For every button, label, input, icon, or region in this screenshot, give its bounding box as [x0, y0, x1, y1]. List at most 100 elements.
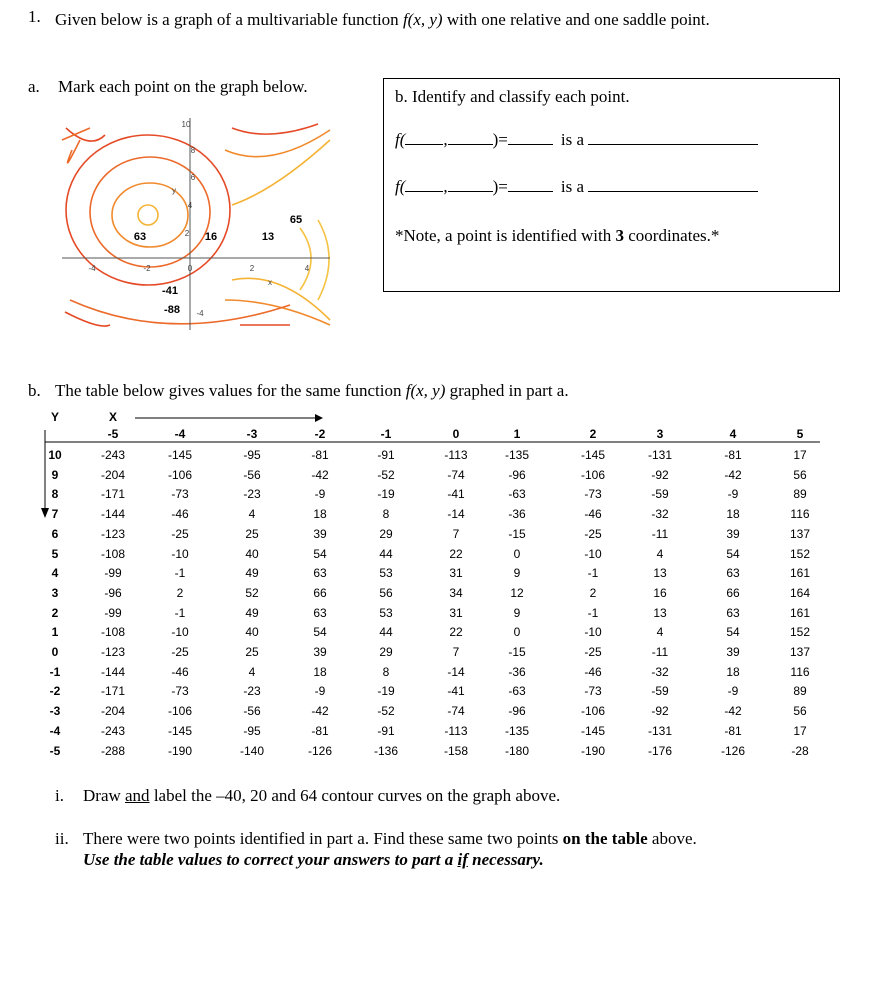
table-cell: 161 — [789, 605, 811, 620]
table-cell: 116 — [790, 507, 810, 522]
table-cell: -96 — [508, 704, 526, 719]
table-cell: 4 — [248, 507, 256, 522]
item-text: There were two points identified in part… — [83, 829, 697, 849]
table-cell: -32 — [651, 664, 669, 679]
contour-label: 65 — [290, 214, 302, 226]
contour-label: -41 — [162, 285, 178, 297]
table-cell: 12 — [510, 585, 524, 600]
table-cell: -108 — [100, 625, 126, 640]
contour — [61, 127, 91, 164]
table-cell: 89 — [793, 487, 807, 502]
table-cell: 13 — [653, 605, 667, 620]
table-cell: -95 — [243, 723, 261, 738]
table-cell: -63 — [508, 684, 526, 699]
table-cell: 39 — [313, 526, 327, 541]
table-cell: -15 — [508, 526, 526, 541]
contour — [224, 299, 331, 326]
row-header: 7 — [51, 507, 59, 522]
table-cell: -73 — [584, 684, 602, 699]
table-cell: 152 — [789, 625, 811, 640]
table-cell: 8 — [382, 664, 390, 679]
table-cell: -145 — [580, 723, 606, 738]
table-cell: 4 — [656, 625, 664, 640]
table-cell: -106 — [580, 704, 606, 719]
table-cell: -14 — [447, 507, 465, 522]
table-cell: -25 — [171, 526, 189, 541]
table-cell: -10 — [584, 625, 602, 640]
table-cell: -10 — [171, 546, 189, 561]
table-cell: 25 — [245, 645, 259, 659]
table-cell: -81 — [724, 723, 742, 738]
blank — [588, 177, 759, 192]
item-emphasis: Use the table values to correct your ans… — [83, 850, 544, 870]
table-cell: -42 — [311, 467, 329, 482]
contour — [64, 311, 290, 327]
text: There were two points identified in part… — [83, 829, 563, 848]
table-cell: 53 — [379, 566, 393, 581]
table-cell: -25 — [584, 526, 602, 541]
table-cell: 29 — [379, 526, 393, 541]
table-cell: 39 — [726, 526, 740, 541]
table-cell: -204 — [100, 704, 126, 719]
table-header: Y — [50, 410, 59, 424]
table-cell: 52 — [245, 585, 259, 600]
table-cell: -123 — [100, 645, 126, 659]
table-cell: -52 — [377, 704, 395, 719]
function: f(x, y) — [402, 10, 443, 29]
text: )= — [492, 177, 508, 196]
table-cell: -131 — [647, 448, 673, 462]
contour — [69, 299, 291, 325]
text: , — [443, 130, 448, 149]
table-cell: 53 — [379, 605, 393, 620]
table-cell: -106 — [167, 704, 193, 719]
table-cell: 49 — [245, 605, 259, 620]
table-cell: 40 — [245, 625, 259, 640]
item-text: Draw and label the –40, 20 and 64 contou… — [83, 786, 560, 806]
table-cell: -99 — [104, 566, 122, 581]
answer-box-title: b. Identify and classify each point. — [395, 87, 630, 106]
row-header: -5 — [49, 743, 61, 758]
table-cell: 66 — [726, 585, 740, 600]
table-cell: -41 — [447, 684, 465, 699]
table-cell: 63 — [726, 605, 740, 620]
table-cell: 44 — [379, 625, 393, 640]
table-cell: 22 — [449, 625, 463, 640]
question-text: Given below is a graph of a multivariabl… — [55, 7, 775, 33]
table-cell: 54 — [726, 625, 740, 640]
table-cell: -59 — [651, 684, 669, 699]
row-header: -1 — [49, 664, 61, 679]
table-cell: 39 — [726, 645, 740, 659]
table-cell: 16 — [653, 585, 667, 600]
table-cell: -171 — [100, 487, 126, 502]
row-header: -3 — [49, 704, 61, 719]
table-cell: -42 — [724, 467, 742, 482]
text: )= — [492, 130, 508, 149]
blank — [588, 130, 759, 145]
contour-graph: 63 16 13 65 -41 -88 10 8 6 4 2 -4 -4 -2 0 2 4 x y — [61, 118, 331, 330]
blank — [507, 130, 553, 145]
table-cell: 63 — [313, 566, 327, 581]
text: label the –40, 20 and 64 contour curves … — [149, 786, 561, 805]
row-header: 3 — [51, 585, 59, 600]
axis-label: x — [268, 278, 272, 287]
text: Given below is a graph of a multivariabl… — [55, 10, 403, 29]
table-cell: -36 — [508, 664, 526, 679]
table-cell: -243 — [100, 723, 126, 738]
text: , — [443, 177, 448, 196]
axes — [62, 118, 330, 330]
table-cell: 18 — [313, 507, 327, 522]
table-cell: 63 — [726, 566, 740, 581]
column-header: 3 — [656, 427, 664, 441]
table-cell: 39 — [313, 645, 327, 659]
table-cell: -190 — [167, 743, 193, 758]
table-cell: 18 — [313, 664, 327, 679]
y-tick-label: 8 — [191, 146, 196, 155]
table-cell: 29 — [379, 645, 393, 659]
text: 3 — [615, 226, 625, 245]
arrow-head — [41, 508, 49, 518]
table-cell: -56 — [243, 467, 261, 482]
table-cell: -140 — [239, 743, 265, 758]
text: Use the table values to correct your ans… — [83, 850, 458, 869]
table-cell: 2 — [176, 585, 184, 600]
row-header: -4 — [49, 723, 61, 738]
